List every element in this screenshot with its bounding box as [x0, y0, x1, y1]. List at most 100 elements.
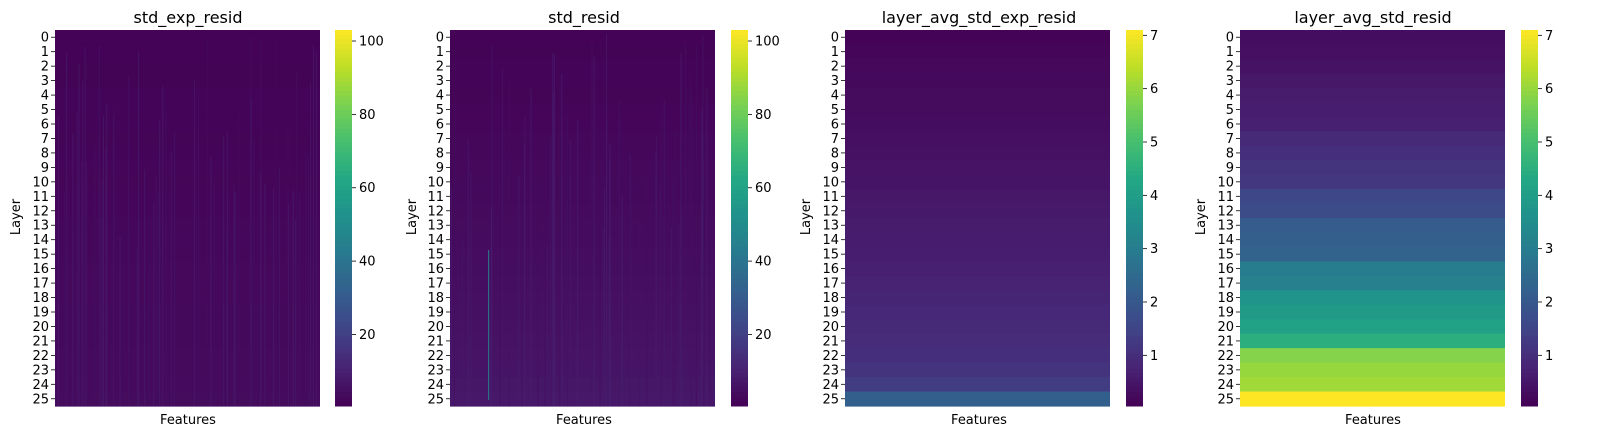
colorbar-segment — [1521, 185, 1538, 191]
y-tick-label: 9 — [41, 161, 49, 176]
y-tick-label: 15 — [822, 248, 839, 263]
y-tick-label: 25 — [1217, 392, 1234, 407]
y-tick-label: 5 — [41, 103, 49, 118]
colorbar-segment — [1521, 208, 1538, 214]
heatmap-row — [845, 232, 1110, 248]
heatmap-feature-stripe — [530, 88, 532, 406]
colorbar-segment — [1521, 288, 1538, 294]
colorbar-segment — [335, 401, 352, 407]
colorbar-segment — [1126, 227, 1143, 233]
heatmap-feature-stripe — [58, 116, 59, 406]
colorbar-segment — [335, 382, 352, 388]
colorbar-segment — [335, 39, 352, 45]
y-tick-label: 17 — [1217, 277, 1234, 292]
colorbar-segment — [1521, 48, 1538, 54]
heatmap-row — [1240, 30, 1505, 46]
y-tick-label: 19 — [1217, 306, 1234, 321]
colorbar-segment — [1521, 34, 1538, 40]
heatmap-row — [55, 131, 320, 147]
heatmap-feature-stripe — [153, 202, 155, 406]
colorbar-segment — [731, 138, 748, 144]
heatmap-row — [450, 232, 715, 248]
heatmap-row — [845, 58, 1110, 74]
heatmap-feature-stripe — [621, 197, 623, 406]
heatmap-feature-stripe — [210, 156, 212, 406]
heatmap-row — [450, 145, 715, 161]
colorbar-segment — [731, 391, 748, 398]
y-tick-label: 16 — [32, 262, 49, 277]
y-tick-label: 7 — [831, 132, 839, 147]
heatmap-feature-stripe — [260, 173, 262, 406]
x-axis-label: Features — [951, 413, 1007, 428]
colorbar-segment — [1126, 67, 1143, 73]
heatmap-row — [450, 362, 715, 378]
y-tick-label: 11 — [427, 190, 444, 205]
colorbar-segment — [1521, 147, 1538, 153]
colorbar-segment — [1521, 391, 1538, 398]
colorbar-segment — [1126, 302, 1143, 308]
colorbar-segment — [1521, 326, 1538, 332]
y-tick-label: 18 — [32, 291, 49, 306]
colorbar-segment — [335, 203, 352, 210]
colorbar-segment — [335, 72, 352, 78]
y-tick-label: 12 — [822, 204, 839, 219]
heatmap-row — [450, 58, 715, 74]
y-tick-labels: 0123456789101112131415161718192021222324… — [32, 31, 55, 407]
colorbar-segment — [731, 48, 748, 54]
heatmap-row — [450, 275, 715, 291]
y-tick-label: 8 — [1226, 146, 1234, 161]
y-tick-label: 3 — [1226, 74, 1234, 89]
colorbar-segment — [1521, 241, 1538, 247]
colorbar-segment — [335, 175, 352, 181]
y-tick-label: 22 — [822, 349, 839, 364]
colorbar-segment — [1126, 124, 1143, 130]
colorbar-segment — [1521, 246, 1538, 252]
heatmap-feature-stripe — [315, 51, 317, 406]
heatmap-feature-stripe — [101, 180, 103, 406]
colorbar-segment — [335, 48, 352, 54]
heatmap-feature-stripe — [470, 172, 472, 406]
heatmap-feature-stripe — [250, 99, 252, 406]
heatmap-feature-stripe — [136, 249, 138, 406]
y-tick-label: 10 — [822, 175, 839, 190]
colorbar-segment — [335, 363, 352, 369]
colorbar-segment — [335, 297, 352, 304]
colorbar-segment — [335, 293, 352, 299]
colorbar-segment — [731, 312, 748, 318]
colorbar-tick-label: 40 — [755, 255, 772, 270]
colorbar-segment — [1126, 246, 1143, 252]
heatmap-feature-stripe — [78, 64, 80, 406]
colorbar-segment — [731, 250, 748, 257]
heatmap-feature-stripe — [559, 70, 561, 407]
heatmap-feature-stripe — [593, 56, 595, 407]
colorbar-segment — [335, 128, 352, 134]
colorbar-segment — [1521, 91, 1538, 97]
colorbar-segment — [731, 377, 748, 383]
colorbar-segment — [335, 62, 352, 69]
colorbar-segment — [1521, 77, 1538, 83]
colorbar-segment — [731, 246, 748, 252]
y-tick-label: 19 — [427, 306, 444, 321]
colorbar-tick-label: 80 — [755, 108, 772, 123]
colorbar-segment — [1126, 218, 1143, 224]
colorbar-segment — [1126, 109, 1143, 116]
colorbar-segment — [1126, 100, 1143, 106]
colorbar-segment — [1521, 86, 1538, 92]
colorbar-tick-label: 5 — [1545, 136, 1553, 151]
colorbar-segment — [731, 133, 748, 139]
colorbar: 20 40 60 80 100 — [731, 30, 780, 407]
colorbar-segment — [1126, 58, 1143, 64]
heatmap-row — [845, 218, 1110, 234]
y-tick-label: 1 — [41, 45, 49, 60]
y-tick-label: 9 — [1226, 161, 1234, 176]
heatmap-feature-stripe — [663, 99, 665, 407]
colorbar-segment — [1521, 44, 1538, 50]
colorbar-segment — [1521, 30, 1538, 36]
heatmap-feature-stripe — [223, 136, 225, 406]
colorbar-segment — [1521, 180, 1538, 186]
colorbar-segment — [1126, 316, 1143, 322]
heatmap-feature-stripe — [295, 220, 297, 406]
colorbar-segment — [1126, 335, 1143, 341]
colorbar-segment — [1521, 340, 1538, 346]
